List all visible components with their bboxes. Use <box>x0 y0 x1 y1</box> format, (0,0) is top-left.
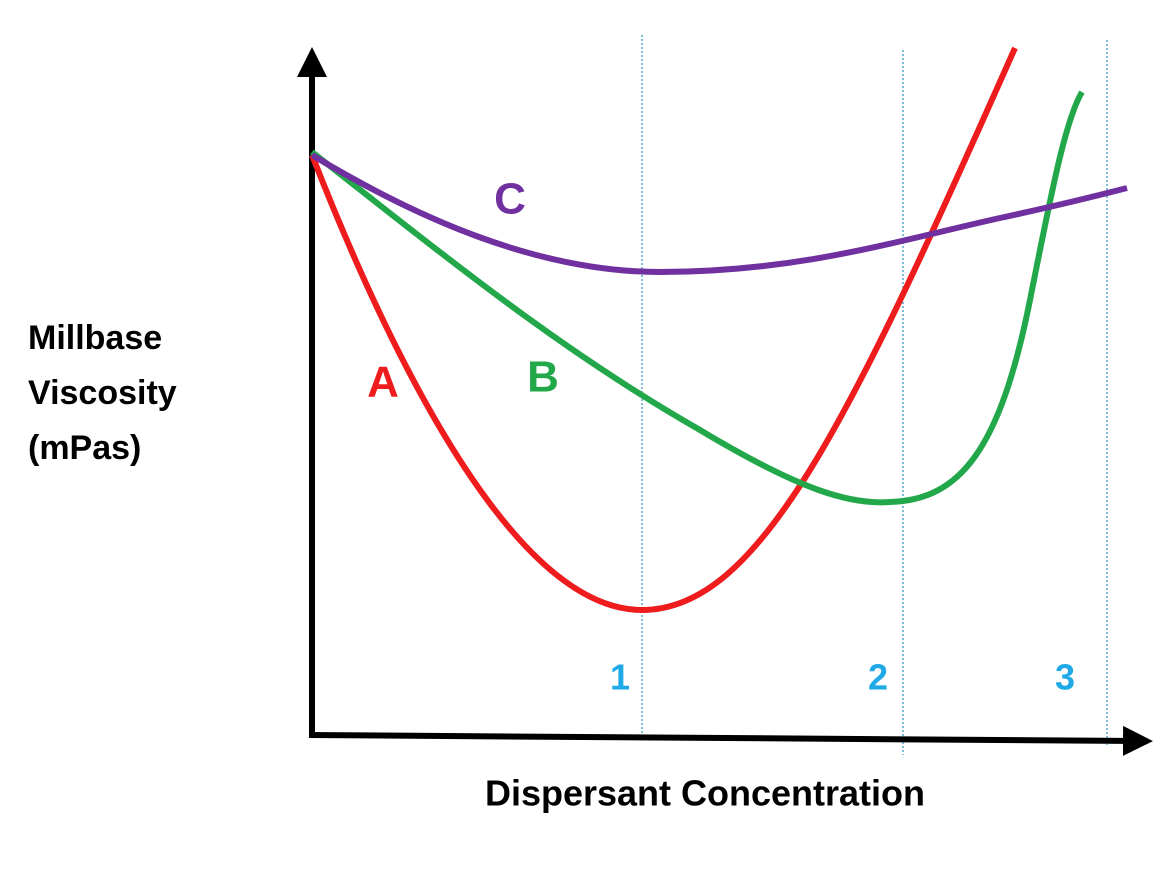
marker-label: 3 <box>1055 657 1075 698</box>
x-axis-label: Dispersant Concentration <box>485 773 925 814</box>
curve-label: B <box>527 353 559 402</box>
y-axis-label: Viscosity <box>28 374 177 412</box>
curve-label: C <box>494 175 526 224</box>
curve-label: A <box>367 358 399 407</box>
curve-b <box>310 90 1085 506</box>
marker-label: 1 <box>610 657 630 698</box>
x-axis <box>308 725 1153 756</box>
curve-c <box>310 152 1128 276</box>
marker-label: 2 <box>868 657 888 698</box>
curve-a <box>309 46 1018 614</box>
y-axis-label: (mPas) <box>28 429 141 467</box>
y-axis-label: Millbase <box>28 319 162 357</box>
